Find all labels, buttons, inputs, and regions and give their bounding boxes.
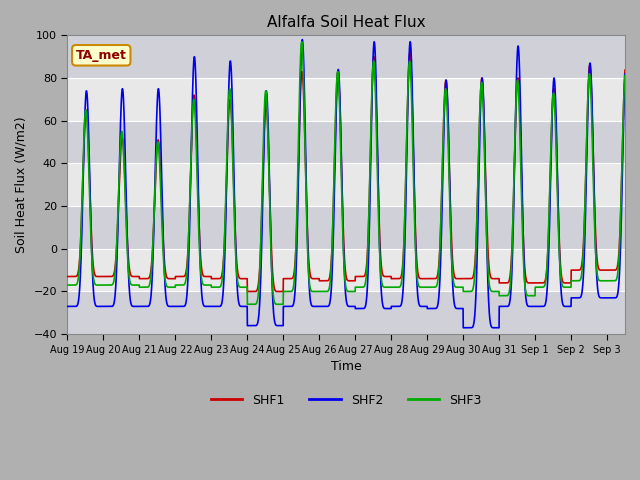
Bar [67,291,625,334]
Title: Alfalfa Soil Heat Flux: Alfalfa Soil Heat Flux [267,15,426,30]
SHF2 [424,306,432,312]
SHF2 [63,303,71,309]
Legend: SHF1, SHF2, SHF3: SHF1, SHF2, SHF3 [206,389,486,411]
Bar [67,36,625,78]
SHF2 [188,147,195,153]
Y-axis label: Soil Heat Flux (W/m2): Soil Heat Flux (W/m2) [15,117,28,253]
Bar [67,120,625,163]
SHF1 [569,267,577,273]
Bar [67,78,625,120]
Text: TA_met: TA_met [76,49,127,62]
SHF1 [621,67,629,73]
SHF3 [298,39,305,45]
SHF1 [424,276,432,282]
Line: SHF1: SHF1 [67,52,625,291]
Bar [67,163,625,206]
SHF3 [605,278,613,284]
SHF3 [188,146,195,152]
SHF2 [238,303,246,309]
SHF1 [238,276,246,282]
SHF1 [432,276,440,281]
Bar [67,206,625,249]
SHF1 [244,288,252,294]
SHF1 [406,49,413,55]
SHF3 [63,282,71,288]
SHF3 [621,72,629,78]
SHF3 [432,284,440,289]
SHF1 [188,150,195,156]
Line: SHF2: SHF2 [67,40,625,328]
SHF2 [621,71,629,77]
SHF2 [569,295,577,301]
SHF1 [63,274,71,279]
Line: SHF3: SHF3 [67,42,625,304]
SHF3 [244,301,252,307]
SHF1 [605,267,613,273]
SHF3 [424,284,432,290]
SHF2 [298,37,306,43]
Bar [67,249,625,291]
X-axis label: Time: Time [331,360,362,373]
SHF2 [432,306,440,312]
SHF2 [460,325,467,331]
SHF2 [605,295,613,301]
SHF3 [238,284,246,290]
SHF3 [569,278,577,284]
